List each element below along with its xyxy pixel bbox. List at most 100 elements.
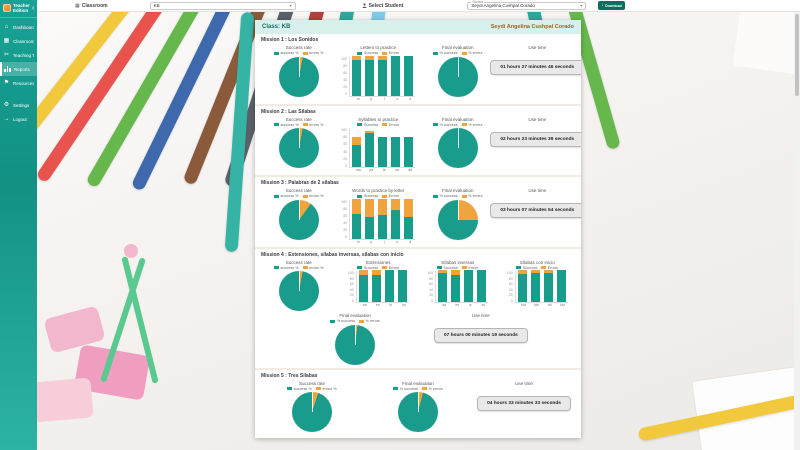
download-button-label: Download [605, 3, 622, 8]
legend-swatch [330, 319, 336, 323]
chevron-down-icon: ▾ [580, 3, 583, 8]
student-select-value: Seydi Angelina Cushpal Corado [471, 3, 535, 8]
x-tick-label: bla [521, 303, 527, 307]
x-axis-labels: bla ble bli blo [517, 303, 569, 307]
x-tick-label: p [370, 96, 373, 101]
legend-label: Errors [388, 194, 400, 198]
class-title: Class: KB [262, 24, 291, 30]
legend-label: errors % [309, 51, 324, 55]
chart-title: Use time [528, 188, 547, 193]
bar-success-segment [352, 145, 362, 167]
bar-errors-segment [543, 270, 553, 274]
y-tick-label: 80 [343, 206, 348, 211]
pie-chart: Final evaluation% success % errors [304, 313, 406, 365]
scrollbar[interactable] [794, 12, 800, 450]
legend-item: % errors [421, 387, 443, 391]
sidebar-item-reports[interactable]: Reports [0, 62, 37, 77]
legend-item: Errors [461, 266, 479, 270]
bar-errors-segment [391, 198, 401, 210]
bar-errors-segment [358, 270, 368, 275]
x-tick-label: da [408, 168, 413, 172]
scrollbar-thumb[interactable] [795, 14, 799, 96]
classroom-select[interactable]: KB ▾ [149, 1, 296, 10]
mission-title: Mission 4 : Extensiones, sílabas inversa… [261, 251, 404, 258]
bar-chart: Syllables to practice Success Errors 100 80 6… [339, 117, 419, 172]
y-axis: 100 80 60 40 20 0 [341, 128, 347, 168]
legend-swatch [432, 123, 438, 126]
student-select-float-label: Student [471, 0, 485, 4]
student-select[interactable]: Student Seydi Angelina Cushpal Corado ▾ [467, 0, 587, 10]
mission-chart-row: Success rate success % errors % Extensiones… [259, 259, 577, 311]
legend-item: success % [287, 387, 312, 391]
pie-graphic [437, 128, 478, 168]
sidebar-item-label: Reports [14, 66, 30, 72]
x-tick-label: p [370, 239, 373, 244]
bar [397, 270, 407, 302]
bar-errors-segment [378, 55, 388, 61]
mission-title: Mission 2 : Las Sílabas [261, 108, 316, 115]
y-tick-label: 60 [343, 213, 348, 218]
sidebar-item-teaching-tools[interactable]: ✂Teaching Tools [0, 48, 37, 62]
y-tick-label: 40 [343, 149, 348, 154]
legend-swatch [302, 51, 308, 55]
sidebar-item-resources[interactable]: ⚑ Resources [0, 76, 37, 90]
bar [358, 270, 368, 302]
sidebar-item-dashboard[interactable]: ⌂ Dashboard [0, 20, 37, 34]
bar-errors-segment [352, 198, 362, 214]
bar [352, 198, 362, 239]
legend-item: errors % [302, 194, 324, 198]
y-tick-label: 0 [345, 163, 348, 168]
chart-title: Final evaluation [339, 313, 371, 318]
mission-chart-row: Success rate success % errors % Final evalu… [259, 381, 577, 432]
chart-legend: success % errors % [287, 387, 337, 391]
brand-title: Teacher Edition [13, 3, 30, 14]
sidebar-item-label: Resources [13, 80, 34, 86]
y-tick-label: 100 [341, 56, 348, 61]
legend-swatch [461, 266, 467, 269]
mission-title: Mission 1 : Los Sonidos [261, 37, 319, 43]
time-chart: Use time 01 hours 27 minutes 46 seconds [490, 45, 581, 75]
legend-swatch [359, 319, 365, 323]
y-tick-label: 20 [508, 293, 513, 298]
pie-graphic [278, 271, 319, 311]
bar-plot: 100 80 60 40 20 0 [507, 270, 568, 303]
chart-title: Use time [528, 116, 547, 122]
chart-title: Success rate [285, 45, 312, 50]
bars-area [349, 128, 416, 168]
legend-label: Success [363, 122, 379, 127]
mission-section: Mission 3 : Palabras de 2 sílabas Success… [255, 177, 581, 249]
download-button[interactable]: ↓ Download [598, 1, 625, 10]
missions-container: Mission 1 : Los Sonidos Success rate succe… [255, 34, 581, 435]
bar-plot: 100 80 60 40 20 0 [341, 128, 416, 168]
legend-item: % success [393, 387, 418, 391]
legend-label: Errors [388, 51, 400, 55]
legend-swatch [461, 123, 467, 126]
mission-chart-row: Success rate success % errors % Words to pr… [259, 188, 581, 244]
legend-swatch [393, 387, 399, 390]
chart-title: Success rate [285, 259, 312, 265]
bar-success-segment [451, 274, 461, 302]
sidebar-item-logout[interactable]: → Logout [0, 112, 37, 126]
bar-errors-segment [365, 55, 375, 60]
bar [477, 270, 487, 302]
y-tick-label: 0 [510, 298, 513, 303]
bar [391, 55, 401, 96]
bar [543, 270, 553, 302]
chart-title: Use time [528, 45, 547, 50]
x-tick-label: as [442, 303, 447, 307]
legend-label: Success [443, 265, 458, 270]
sidebar-collapse-icon[interactable]: ‹ [31, 4, 35, 12]
legend-label: % errors [468, 51, 483, 55]
sidebar-item-classroom[interactable]: ▦ Classroom [0, 34, 37, 48]
pie-chart: Final evaluation% success % errors [418, 45, 498, 97]
bar-success-segment [404, 55, 414, 96]
bar-success-segment [543, 273, 553, 302]
bars-area [514, 270, 568, 303]
bars-area [349, 198, 416, 240]
y-tick-label: 80 [429, 276, 434, 281]
sidebar-item-settings[interactable]: ⚙ Settings [0, 98, 37, 112]
board-icon: ▦ [3, 38, 10, 45]
y-tick-label: 20 [343, 156, 348, 161]
bar-success-segment [391, 55, 401, 96]
chart-title: Final evaluation [441, 116, 474, 122]
